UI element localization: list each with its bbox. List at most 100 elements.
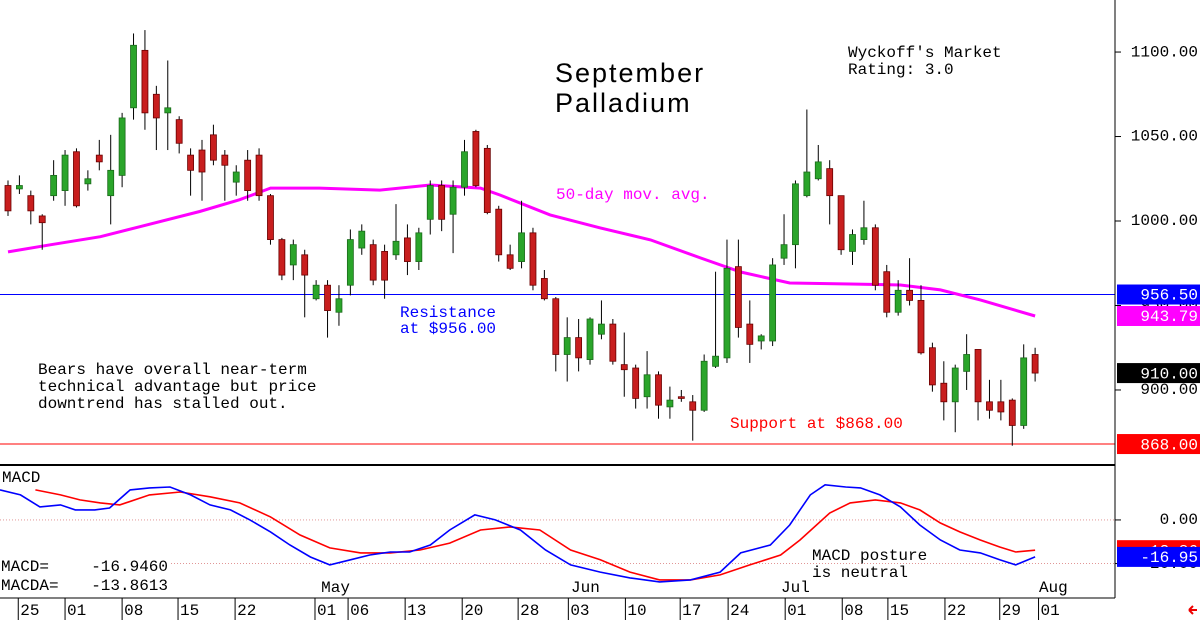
macd-note: is neutral (812, 564, 908, 582)
candle-body (609, 323, 617, 362)
candle-body (358, 230, 366, 249)
candle-body (210, 134, 217, 161)
month-label: Jun (571, 579, 600, 597)
candle-body (929, 347, 936, 386)
candle-body (506, 254, 514, 269)
candle-body (552, 298, 560, 355)
x-tick-label: 24 (730, 602, 749, 620)
candle-body (883, 271, 891, 313)
candle-body (164, 107, 172, 114)
x-tick-label: 01 (787, 602, 806, 620)
x-tick-label: 08 (844, 602, 863, 620)
month-label: Aug (1039, 579, 1068, 597)
candle-body (769, 264, 777, 342)
candle-body (780, 244, 788, 259)
candle-body (449, 186, 457, 215)
candle-body (175, 119, 183, 144)
candle-body (746, 323, 754, 345)
candle-body (232, 171, 240, 183)
level-text: Support at $868.00 (730, 415, 903, 433)
candle-body (620, 364, 628, 371)
plot-layer (0, 30, 1115, 583)
x-tick-label: 03 (570, 602, 589, 620)
scroll-arrow[interactable] (1188, 605, 1197, 615)
y-tick-label: 900.00 (1140, 381, 1198, 399)
readout-bg (0, 577, 170, 596)
y-tick-label: 1050.00 (1131, 128, 1198, 146)
note: downtrend has stalled out. (38, 395, 288, 413)
candle-body (860, 227, 868, 240)
candle-body (221, 154, 229, 166)
y-tick-label: 1000.00 (1131, 212, 1198, 230)
candle-body (301, 254, 309, 276)
x-tick-label: 28 (520, 602, 539, 620)
candle-body (369, 244, 377, 281)
value-box-label: 943.79 (1140, 308, 1198, 326)
ma-label: 50-day mov. avg. (556, 186, 710, 204)
x-tick-label: 01 (67, 602, 86, 620)
macd-line (0, 483, 1036, 583)
candle-body (757, 335, 765, 342)
x-tick-label: 15 (180, 602, 199, 620)
candle-body (963, 354, 971, 372)
readout-bg (0, 558, 170, 577)
month-label: May (321, 579, 350, 597)
candle-body (27, 195, 35, 212)
candle-body (643, 374, 651, 398)
candle-body (426, 185, 434, 220)
x-tick-label: 13 (407, 602, 426, 620)
candle-body (849, 234, 856, 252)
x-tick-label: 22 (947, 602, 966, 620)
x-tick-label: 01 (317, 602, 336, 620)
candle-body (655, 374, 662, 406)
rating: Wyckoff's Market (848, 44, 1002, 62)
candle-body (540, 278, 548, 300)
candle-body (50, 174, 58, 197)
x-tick-label: 10 (627, 602, 646, 620)
moving-average (7, 183, 1036, 318)
candle-body (837, 195, 845, 251)
candle-body (997, 401, 1005, 413)
y-tick-label: 0.00 (1160, 511, 1198, 529)
macd-line (35, 489, 1036, 581)
candle-body (255, 154, 263, 197)
candle-body (563, 337, 571, 355)
candle-body (289, 244, 297, 266)
candle-body (575, 337, 583, 359)
candle-body (666, 399, 674, 408)
value-box-label: -16.95 (1140, 549, 1198, 567)
candle-body (792, 183, 799, 246)
candle-body (712, 355, 719, 367)
candle-body (734, 266, 742, 328)
candle-body (152, 93, 160, 119)
candle-body (483, 147, 491, 213)
candle-body (415, 232, 423, 262)
candle-body (518, 232, 525, 262)
candle-body (677, 396, 685, 399)
candle-body (986, 401, 993, 411)
candle-body (278, 239, 286, 276)
level-text: Resistance (400, 304, 496, 322)
candle-body (1020, 357, 1028, 426)
candle-body (107, 169, 115, 197)
value-box-label: 910.00 (1140, 365, 1198, 383)
candle-body (940, 382, 948, 403)
candle-body (632, 367, 640, 399)
candle-body (826, 168, 834, 197)
note: technical advantage but price (38, 378, 316, 396)
candle-body (894, 289, 902, 313)
chart-title: Palladium (555, 88, 692, 118)
candle-body (84, 178, 92, 185)
candle-body (438, 185, 446, 220)
x-tick-label: 25 (20, 602, 39, 620)
candle-body (118, 117, 126, 176)
candle-body (529, 232, 537, 286)
chart-title: September (555, 58, 705, 88)
x-tick-label: 20 (464, 602, 483, 620)
candle-body (700, 360, 708, 411)
rating: Rating: 3.0 (848, 61, 954, 79)
value-box (1117, 305, 1200, 326)
candle-body (951, 367, 959, 403)
value-box-label: 956.50 (1140, 287, 1198, 305)
